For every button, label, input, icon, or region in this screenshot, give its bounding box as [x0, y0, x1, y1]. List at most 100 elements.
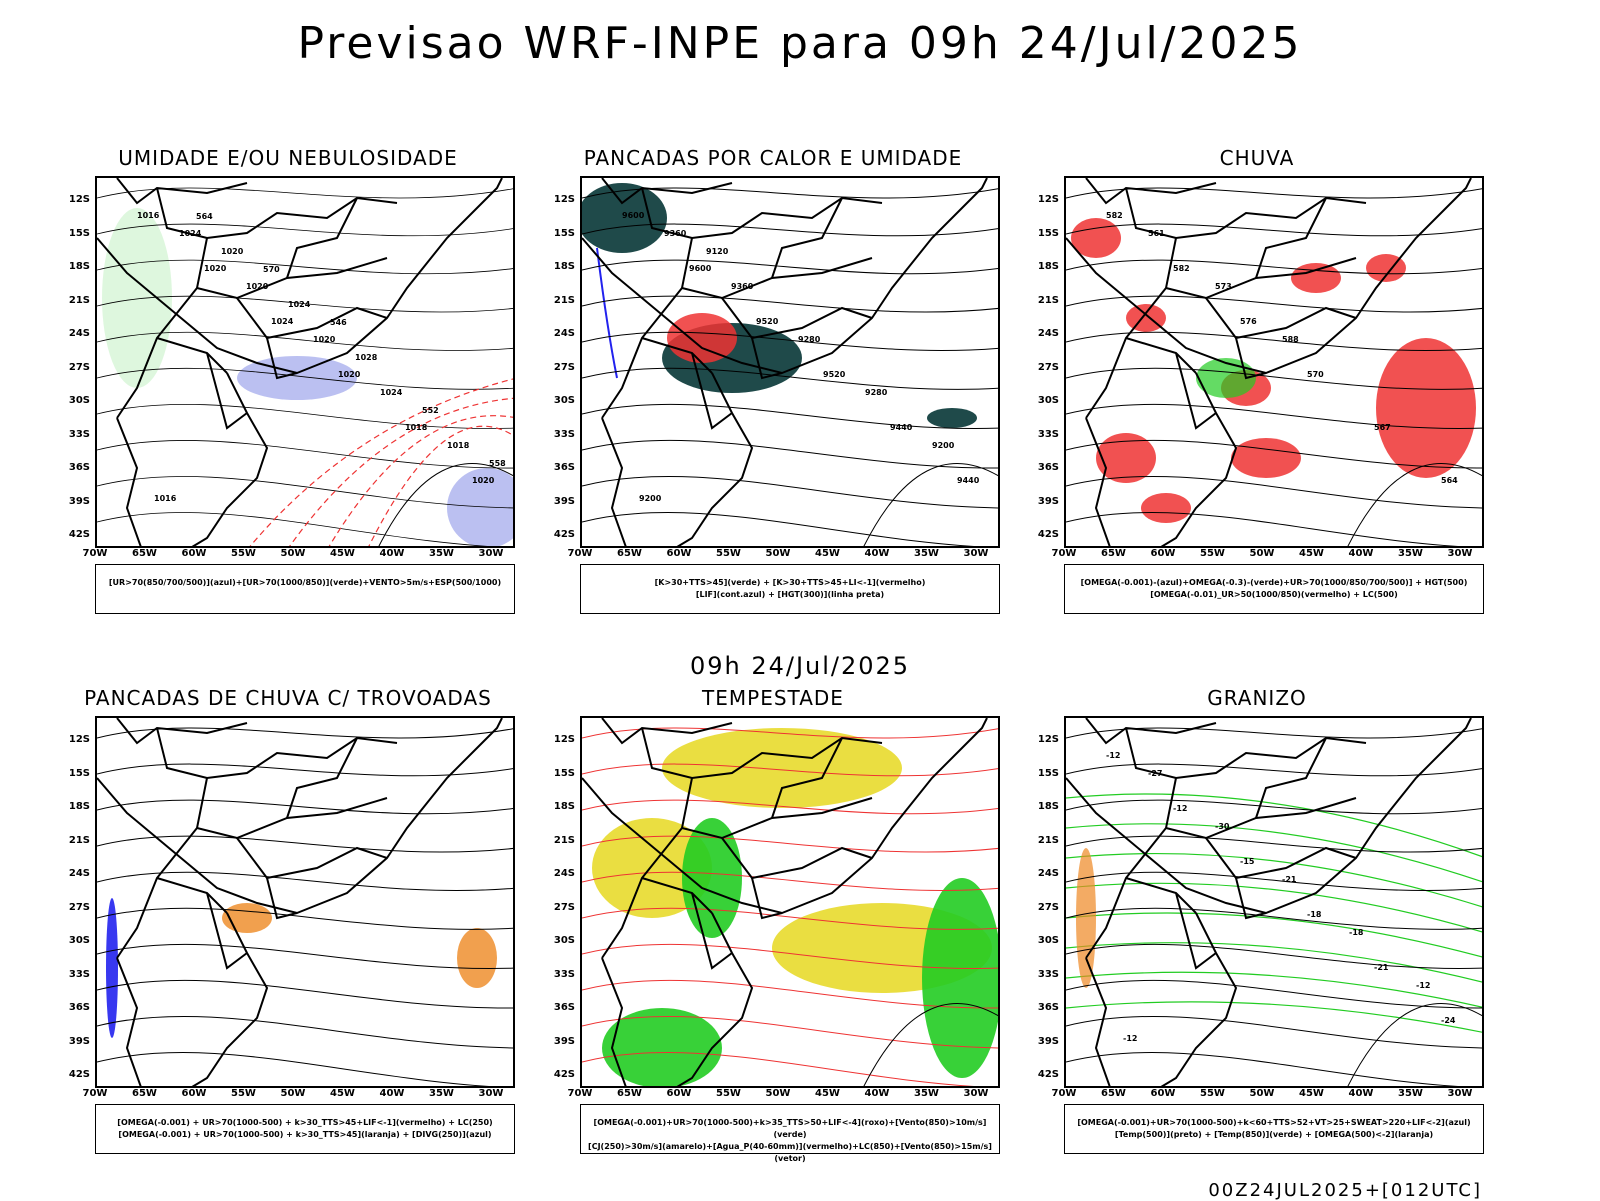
country-border — [1085, 417, 1111, 546]
lon-label: 35W — [914, 1088, 939, 1099]
isoline — [97, 295, 513, 313]
panel-title: PANCADAS DE CHUVA C/ TROVOADAS — [84, 686, 492, 710]
country-border — [1125, 337, 1197, 374]
map-canvas: 582 582 576 570 567 564 561 573 588 — [1066, 178, 1482, 546]
lat-label: 42S — [1037, 1069, 1059, 1080]
jet-area — [592, 818, 712, 918]
run-time-footer: 00Z24JUL2025+[012UTC] — [1208, 1180, 1482, 1201]
contour-label: 9200 — [932, 441, 955, 450]
lon-label: 45W — [815, 548, 840, 559]
lon-label: 35W — [1398, 1088, 1423, 1099]
lon-label: 40W — [1348, 1088, 1374, 1099]
lon-label: 40W — [379, 548, 405, 559]
coastline — [97, 178, 503, 375]
map-frame: 9600 9600 9520 9520 9440 9440 9360 9360 9280 9280… — [580, 176, 1000, 548]
country-border — [286, 197, 358, 279]
lon-label: 30W — [478, 1088, 504, 1099]
country-border — [266, 877, 298, 920]
contour-label: 9600 — [689, 264, 712, 273]
country-border — [1164, 237, 1357, 300]
map-frame: 1016 1020 1024 1020 1018 1020 1024 1020 1020 1024… — [95, 176, 515, 548]
lon-label: 30W — [963, 1088, 989, 1099]
legend-line: [OMEGA(-0.001)+UR>70(1000-500)+k<60+TTS>… — [1077, 1118, 1471, 1127]
coastline — [676, 372, 754, 546]
lon-label: 70W — [567, 1088, 593, 1099]
rain-area — [1126, 304, 1166, 332]
lat-label: 39S — [553, 1035, 575, 1047]
map-canvas: 1016 1020 1024 1020 1018 1020 1024 1020 1020 1024… — [97, 178, 513, 546]
country-border — [116, 417, 142, 546]
isoline — [1066, 799, 1482, 815]
lat-label: 33S — [553, 428, 575, 440]
isoline — [97, 1015, 513, 1049]
lat-label: 30S — [68, 395, 90, 406]
country-border — [1125, 727, 1367, 780]
lon-label: 30W — [478, 548, 504, 559]
lon-label: 60W — [666, 1088, 692, 1099]
lon-label: 70W — [567, 548, 593, 559]
country-border — [156, 727, 398, 780]
isoline — [582, 475, 998, 509]
lat-label: 33S — [68, 968, 90, 980]
country-border — [1235, 337, 1267, 380]
lat-label: 15S — [68, 227, 90, 239]
legend-line: [K>30+TTS>45](verde) + [K>30+TTS>45+LI<-… — [654, 578, 926, 587]
lat-label: 12S — [1037, 734, 1059, 745]
omega-area — [1076, 848, 1096, 988]
valid-time-subtitle: 09h 24/Jul/2025 — [689, 652, 911, 680]
lat-label: 27S — [553, 901, 575, 913]
panel-title: PANCADAS POR CALOR E UMIDADE — [583, 146, 963, 170]
lat-label: 21S — [68, 834, 90, 846]
isoline — [1066, 475, 1482, 509]
country-border — [691, 892, 733, 970]
country-border — [206, 352, 248, 430]
legend-line: [OMEGA(-0.001) + UR>70(1000-500) + k>30_… — [118, 1130, 492, 1139]
divergence-area — [106, 898, 118, 1038]
lon-label: 55W — [716, 548, 741, 559]
thickness-contour — [328, 415, 513, 546]
contour-label: 1018 — [405, 423, 428, 432]
lon-label: 50W — [765, 548, 791, 559]
contour-label: 9360 — [731, 282, 754, 291]
isoline — [97, 187, 513, 199]
coastline — [582, 178, 988, 375]
legend-line: [OMEGA(-0.001) + UR>70(1000-500) + k>30_… — [117, 1118, 493, 1127]
lat-label: 39S — [1037, 495, 1059, 507]
coastline — [1066, 178, 1472, 375]
lat-label: 30S — [553, 935, 575, 946]
lon-label: 65W — [132, 548, 157, 559]
contour-label: 546 — [330, 318, 347, 327]
isoline — [1066, 512, 1459, 546]
map-frame — [580, 716, 1000, 1088]
lat-label: 42S — [1037, 529, 1059, 540]
contour-label: 9440 — [957, 476, 980, 485]
lon-label: 65W — [1101, 548, 1126, 559]
lat-label: 18S — [553, 261, 575, 272]
isoline — [582, 512, 975, 546]
lon-label: 70W — [1051, 548, 1077, 559]
isoline — [97, 403, 513, 429]
isoline — [582, 187, 998, 199]
contour-label: 9280 — [798, 335, 821, 344]
contour-label: 567 — [1374, 423, 1391, 432]
isoline — [97, 835, 513, 853]
lon-label: 40W — [379, 1088, 405, 1099]
contour-label: 1020 — [221, 247, 244, 256]
map-frame — [95, 716, 515, 1088]
main-title: Previsao WRF-INPE para 09h 24/Jul/2025 — [297, 18, 1303, 69]
rain-area — [1231, 438, 1301, 478]
country-border — [1255, 197, 1327, 279]
lon-label: 45W — [815, 1088, 840, 1099]
country-border — [680, 237, 873, 300]
contour-label: -12 — [1416, 981, 1430, 990]
country-border — [771, 197, 843, 279]
contour-label: 9520 — [823, 370, 846, 379]
country-border — [156, 877, 228, 914]
contour-label: 9120 — [706, 247, 729, 256]
legend-line: [CJ(250)>30m/s](amarelo)+[Agua_P(40-60mm… — [588, 1142, 992, 1163]
contour-label: 1020 — [246, 282, 269, 291]
lon-label: 55W — [1200, 548, 1225, 559]
contour-label: -21 — [1282, 875, 1297, 884]
lon-label: 60W — [1150, 548, 1176, 559]
isoline — [97, 331, 513, 351]
